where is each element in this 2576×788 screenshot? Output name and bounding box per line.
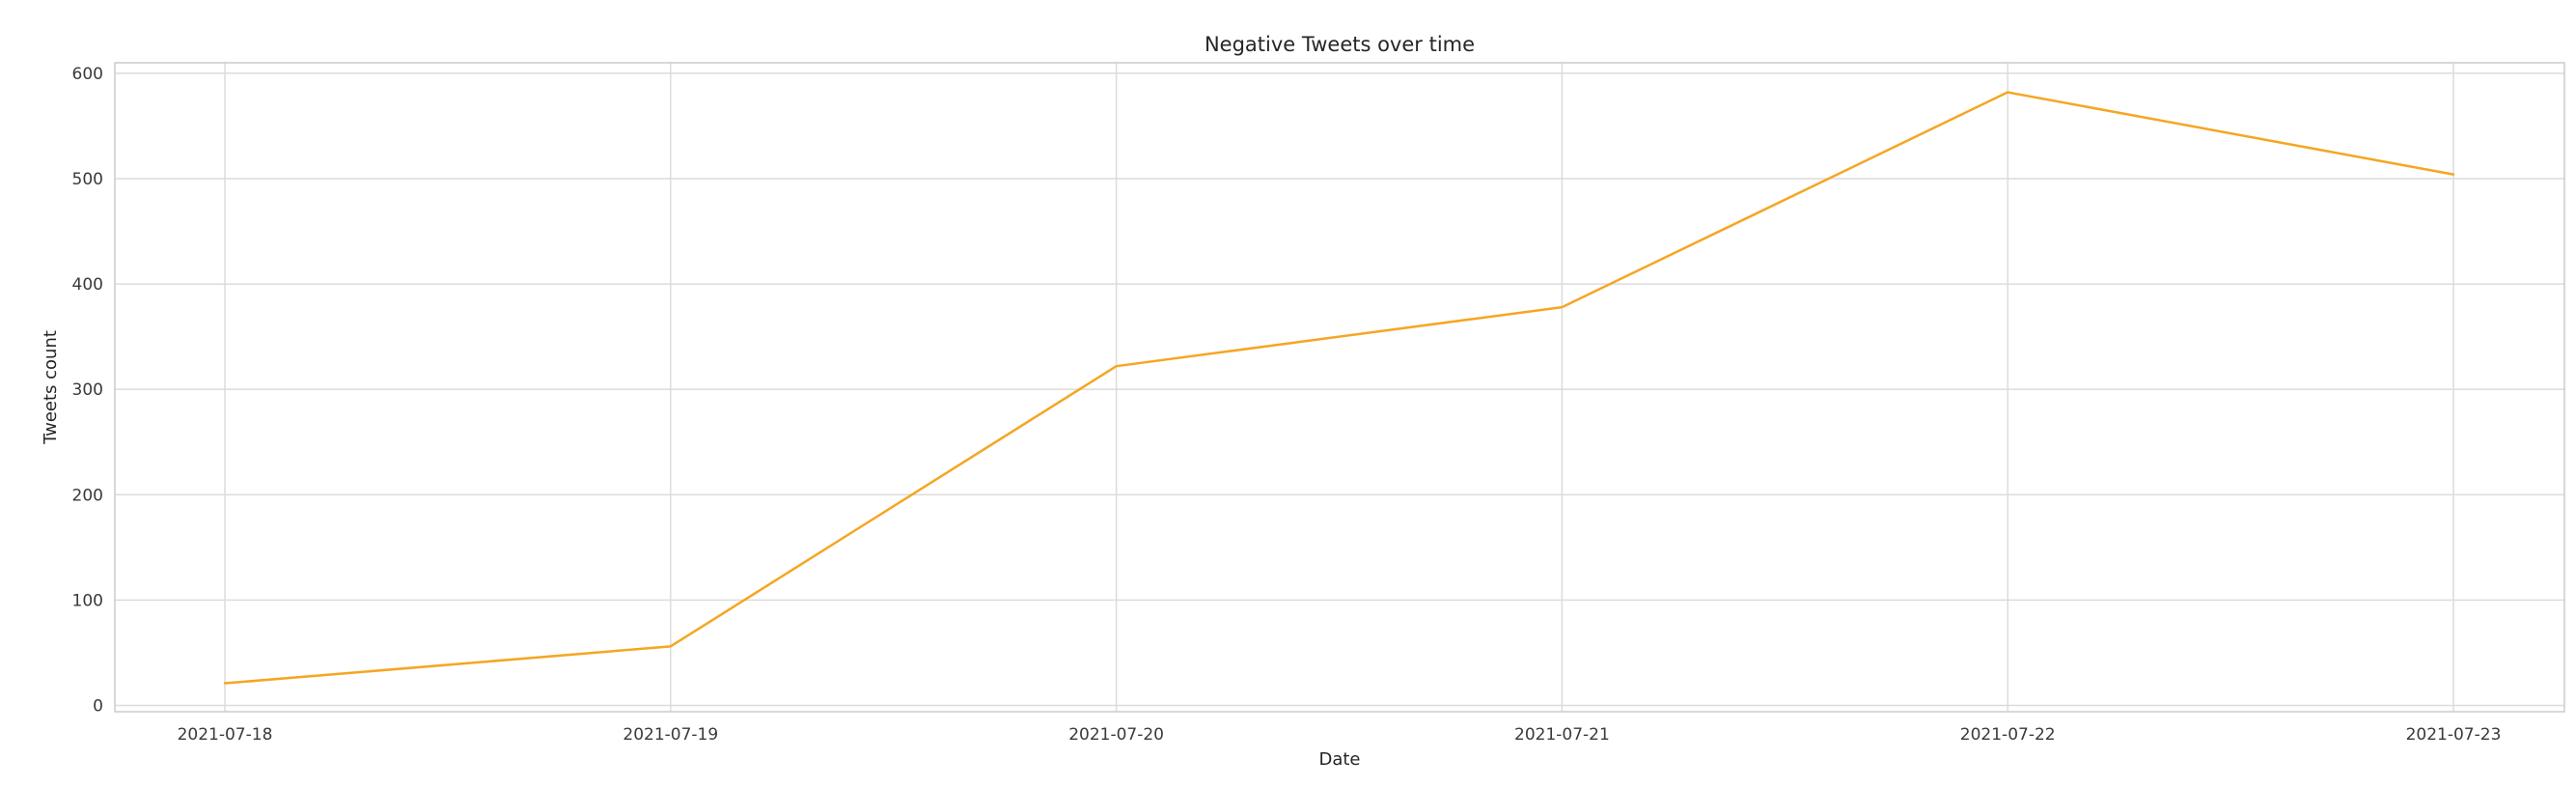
x-tick-label: 2021-07-18 (178, 725, 273, 745)
y-tick-label: 300 (72, 380, 103, 400)
x-gridlines (224, 63, 2454, 712)
y-gridlines (115, 72, 2564, 707)
y-tick-label: 500 (72, 170, 103, 189)
y-tick-label: 600 (72, 65, 103, 84)
x-tick-label: 2021-07-19 (623, 725, 718, 745)
y-axis-label: Tweets count (41, 330, 61, 445)
y-tick-label: 0 (93, 696, 103, 716)
y-tick-labels: 0 100 200 300 400 500 600 (72, 65, 103, 717)
plot-area-frame (114, 62, 2565, 713)
x-tick-label: 2021-07-23 (2406, 725, 2502, 745)
chart-title: Negative Tweets over time (1205, 33, 1475, 56)
x-tick-label: 2021-07-21 (1514, 725, 1610, 745)
y-tick-label: 200 (72, 486, 103, 505)
y-tick-label: 100 (72, 591, 103, 610)
x-tick-labels: 2021-07-18 2021-07-19 2021-07-20 2021-07-21… (178, 725, 2502, 745)
x-tick-label: 2021-07-22 (1960, 725, 2056, 745)
series-layer (223, 91, 2455, 685)
series-line (223, 91, 2455, 685)
x-axis-label: Date (1318, 749, 1360, 770)
y-tick-label: 400 (72, 275, 103, 295)
x-tick-label: 2021-07-20 (1068, 725, 1164, 745)
